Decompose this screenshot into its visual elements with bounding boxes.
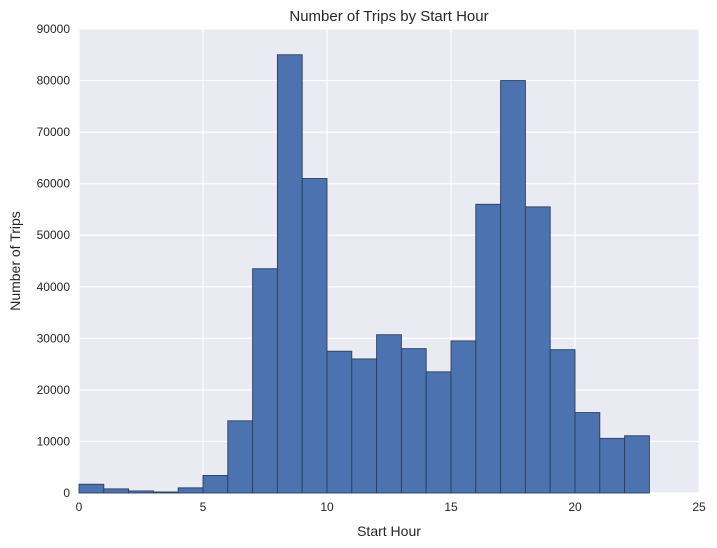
histogram-bar bbox=[524, 206, 551, 494]
x-tick-label: 10 bbox=[320, 500, 334, 514]
y-tick-label: 70000 bbox=[37, 125, 71, 139]
histogram-bar bbox=[376, 334, 402, 494]
y-axis-ticks: 0 10000 20000 30000 40000 50000 60000 70000 8000… bbox=[37, 22, 71, 500]
histogram-bar bbox=[624, 435, 650, 494]
histogram-bar bbox=[326, 350, 353, 494]
histogram-bar bbox=[276, 54, 303, 494]
histogram-bar bbox=[78, 483, 105, 494]
histogram-bar bbox=[475, 203, 502, 494]
x-tick-label: 15 bbox=[444, 500, 458, 514]
histogram-bar bbox=[128, 490, 154, 494]
histogram-bar bbox=[227, 420, 254, 494]
histogram-bar bbox=[252, 268, 278, 494]
y-tick-label: 60000 bbox=[37, 177, 71, 191]
histogram-bar bbox=[351, 358, 378, 494]
chart-title: Number of Trips by Start Hour bbox=[289, 8, 488, 25]
y-tick-label: 40000 bbox=[37, 280, 71, 294]
histogram-bar bbox=[425, 371, 452, 494]
x-tick-label: 20 bbox=[568, 500, 582, 514]
histogram-bar bbox=[450, 340, 477, 494]
histogram-bar bbox=[574, 412, 601, 494]
histogram-bar bbox=[152, 491, 179, 494]
y-axis-title: Number of Trips bbox=[7, 211, 23, 311]
x-tick-label: 25 bbox=[692, 500, 706, 514]
histogram-bar bbox=[599, 437, 626, 494]
histogram-bar bbox=[500, 80, 526, 494]
histogram-bar bbox=[103, 488, 130, 494]
y-tick-label: 20000 bbox=[37, 383, 71, 397]
histogram-bar bbox=[202, 475, 229, 494]
histogram-bar bbox=[549, 349, 576, 494]
y-tick-label: 10000 bbox=[37, 434, 71, 448]
y-tick-label: 30000 bbox=[37, 331, 71, 345]
y-tick-label: 80000 bbox=[37, 74, 71, 88]
y-tick-label: 90000 bbox=[37, 22, 71, 36]
histogram-bar bbox=[400, 348, 427, 494]
histogram-bar bbox=[177, 487, 204, 494]
x-axis-title: Start Hour bbox=[357, 523, 421, 539]
x-axis-ticks: 0 5 10 15 20 25 bbox=[76, 500, 706, 514]
y-tick-label: 0 bbox=[63, 486, 70, 500]
y-tick-label: 50000 bbox=[37, 228, 71, 242]
histogram-bars bbox=[78, 54, 650, 494]
histogram-bar bbox=[301, 178, 328, 494]
x-tick-label: 5 bbox=[200, 500, 207, 514]
x-tick-label: 0 bbox=[76, 500, 83, 514]
